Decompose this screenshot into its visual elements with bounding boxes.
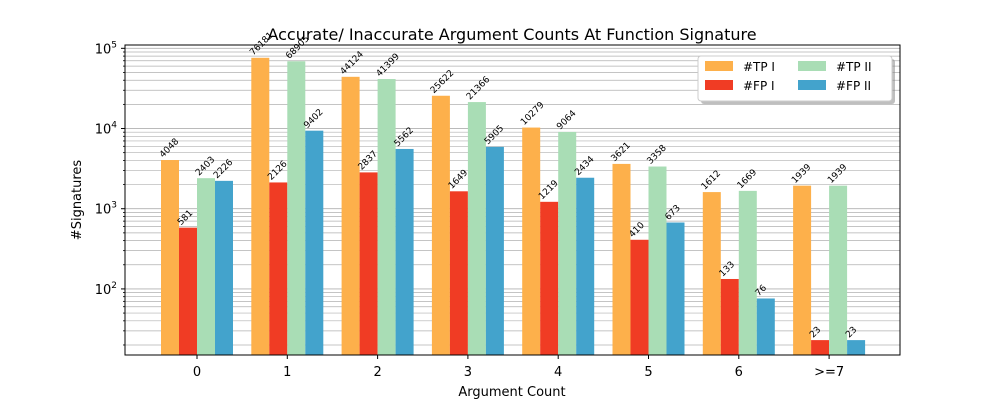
bar (558, 131, 577, 355)
bar (702, 192, 721, 355)
bar (359, 172, 378, 355)
bar (251, 57, 270, 355)
bar (540, 201, 559, 355)
bars (161, 57, 866, 356)
x-tick-label: >=7 (814, 365, 844, 380)
bar-value-label: 5562 (393, 126, 416, 149)
legend-swatch (798, 61, 826, 71)
bar (449, 191, 468, 355)
plot-area-frame (124, 44, 901, 356)
y-axis-label: #Signatures (70, 160, 85, 241)
bar-value-label: 5905 (483, 124, 506, 147)
x-tick-label: 4 (554, 365, 562, 380)
bar (197, 178, 215, 355)
bar (215, 180, 233, 355)
x-tick-label: 6 (735, 365, 743, 380)
legend-swatch (705, 80, 733, 90)
bar-value-label: 1939 (826, 162, 849, 185)
legend-frame (697, 55, 893, 102)
bar (720, 278, 739, 355)
bar-value-label: 21366 (465, 75, 493, 103)
y-tick-label: 105 (95, 40, 117, 57)
bar (648, 166, 667, 355)
chart-title: Accurate/ Inaccurate Argument Counts At … (267, 25, 756, 44)
bar (738, 190, 757, 355)
bar (161, 160, 179, 355)
x-tick-label: 3 (464, 365, 472, 380)
bar (756, 298, 775, 355)
bar (793, 185, 812, 355)
y-tick-label: 104 (95, 121, 118, 138)
bar (811, 340, 830, 355)
bar (179, 227, 197, 355)
bar (630, 239, 649, 355)
bar-value-label: 1939 (790, 162, 813, 185)
bar-value-label: 1612 (700, 169, 723, 192)
bar (485, 146, 504, 355)
x-tick-label: 1 (283, 365, 291, 380)
legend: #TP I #FP I #TP II #FP II (697, 55, 895, 104)
y-tick-label: 103 (95, 201, 117, 218)
x-axis-label: Argument Count (458, 385, 565, 400)
bar-value-label: 1649 (447, 168, 470, 191)
bar-value-label: 9402 (302, 108, 325, 131)
x-tick-label: 0 (193, 365, 201, 380)
bar (847, 340, 866, 355)
x-tick-label: 2 (373, 365, 381, 380)
bar-value-label: 3358 (646, 143, 669, 166)
bar-value-label: 2126 (266, 159, 289, 182)
bar (666, 222, 685, 355)
bar (287, 61, 306, 355)
bar-value-label: 2434 (573, 154, 596, 177)
bar (341, 76, 360, 356)
bar (829, 185, 848, 355)
bar (522, 127, 541, 356)
bar-value-label: 4048 (158, 137, 181, 160)
bar (431, 95, 450, 355)
y-tick-label: 102 (95, 281, 117, 298)
legend-label: #TP II (836, 60, 872, 74)
legend-swatch (705, 61, 733, 71)
legend-swatch (798, 80, 826, 90)
x-ticks: 0 1 2 3 4 5 6 >=7 (193, 355, 844, 380)
bar (269, 182, 288, 355)
bar (467, 102, 486, 355)
bar-value-label: 1669 (736, 168, 759, 191)
bar-value-label: 1219 (537, 178, 560, 201)
legend-label: #FP I (743, 79, 775, 93)
legend-label: #TP I (743, 60, 775, 74)
bar (395, 148, 414, 355)
bar (612, 163, 631, 355)
legend-label: #FP II (836, 79, 871, 93)
bar (305, 130, 324, 355)
y-ticks: 102 103 104 105 (95, 40, 125, 346)
bar (576, 177, 595, 355)
bar (377, 79, 396, 355)
x-tick-label: 5 (644, 365, 652, 380)
